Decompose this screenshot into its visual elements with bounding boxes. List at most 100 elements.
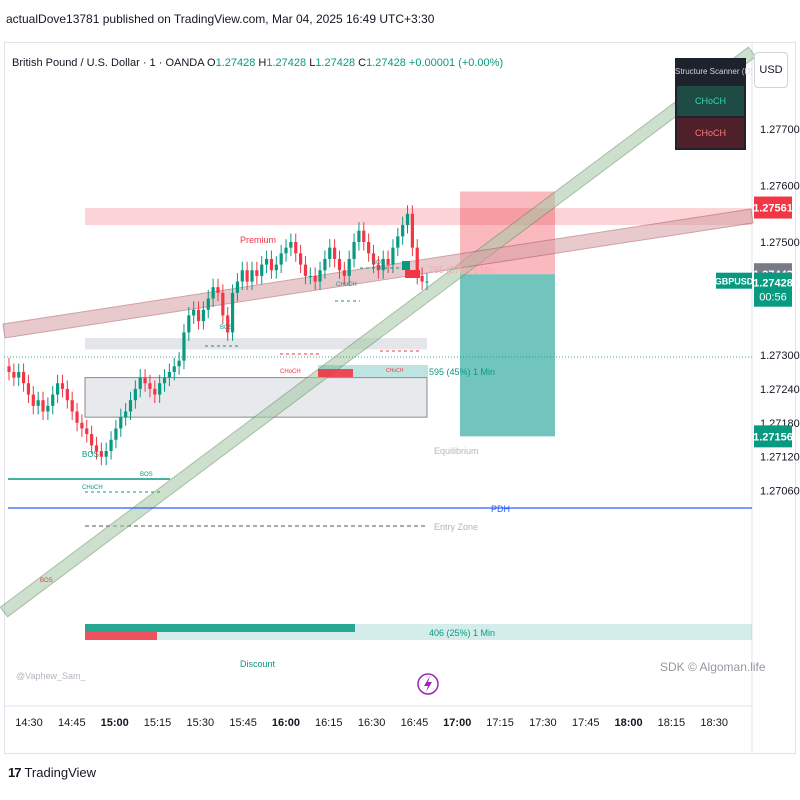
tradingview-logo-text: TradingView bbox=[24, 765, 97, 780]
scanner-cell-bear: CHoCH bbox=[677, 118, 744, 148]
x-tick-label: 17:00 bbox=[443, 717, 471, 729]
candle bbox=[425, 273, 429, 291]
candle bbox=[138, 369, 142, 398]
candle bbox=[221, 284, 225, 324]
candle-body bbox=[221, 292, 225, 316]
candle bbox=[85, 419, 89, 443]
bos-label-2: BOS bbox=[140, 472, 153, 478]
candle-body bbox=[264, 258, 269, 265]
candle bbox=[99, 442, 103, 466]
candle bbox=[381, 250, 385, 279]
symbol-badge-label: GBPUSD bbox=[715, 277, 754, 287]
bos-label-4: BOS bbox=[220, 325, 233, 331]
candle-body bbox=[391, 247, 395, 265]
candle-body bbox=[133, 388, 137, 401]
choch-label-1: CHoCH bbox=[82, 485, 103, 491]
candle-body bbox=[318, 270, 322, 282]
y-tick-label: 1.27300 bbox=[760, 350, 800, 362]
currency-button[interactable]: USD bbox=[754, 52, 788, 88]
x-tick-label: 16:30 bbox=[358, 717, 386, 729]
low-value: 1.27428 bbox=[315, 57, 356, 69]
x-tick-label: 15:15 bbox=[144, 717, 172, 729]
candle-body bbox=[216, 287, 220, 293]
candle-body bbox=[172, 366, 176, 372]
candle-body bbox=[425, 281, 429, 283]
candle bbox=[294, 233, 298, 262]
tradingview-logo[interactable]: 17 TradingView bbox=[8, 765, 96, 780]
candle-body bbox=[70, 400, 74, 412]
candle bbox=[313, 267, 317, 291]
candle bbox=[274, 256, 278, 279]
ob-red-upper bbox=[318, 369, 353, 377]
x-tick-label: 14:30 bbox=[15, 717, 43, 729]
price-badge-label: 1.27561 bbox=[753, 203, 793, 215]
candle bbox=[206, 290, 210, 319]
candle-body bbox=[143, 377, 147, 384]
candle bbox=[153, 380, 157, 404]
low-label: L bbox=[309, 57, 316, 69]
x-tick-label: 16:45 bbox=[401, 717, 429, 729]
price-badge-label: 1.27428 bbox=[753, 278, 793, 290]
candle-body bbox=[386, 258, 390, 265]
candle bbox=[51, 386, 55, 415]
candle-body bbox=[153, 388, 157, 395]
candle bbox=[46, 397, 50, 420]
candle-body bbox=[177, 360, 181, 367]
candle-body bbox=[313, 275, 317, 282]
candle-body bbox=[206, 298, 210, 310]
price-badge-current bbox=[754, 272, 792, 307]
candle-body bbox=[192, 309, 196, 316]
candle bbox=[7, 357, 11, 381]
candle bbox=[337, 250, 342, 279]
candle-body bbox=[415, 247, 419, 276]
candle bbox=[172, 357, 176, 381]
candle bbox=[289, 233, 293, 257]
price-badge bbox=[754, 196, 792, 219]
x-tick-label: 15:00 bbox=[101, 717, 129, 729]
candle bbox=[65, 380, 69, 409]
close-value: 1.27428 bbox=[366, 57, 406, 69]
candle-body bbox=[211, 287, 215, 299]
candle bbox=[114, 419, 118, 449]
footer bbox=[0, 756, 800, 800]
candle bbox=[26, 374, 31, 404]
candle-body bbox=[381, 258, 385, 271]
candle-body bbox=[12, 371, 16, 378]
candle bbox=[235, 273, 240, 302]
candle-body bbox=[17, 371, 21, 378]
equilibrium-zone bbox=[85, 338, 427, 350]
scanner-cell-bull: CHoCH bbox=[677, 86, 744, 116]
y-tick-label: 1.27500 bbox=[760, 237, 800, 249]
x-tick-label: 14:45 bbox=[58, 717, 86, 729]
candle-body bbox=[36, 400, 40, 406]
candle bbox=[328, 239, 332, 268]
candle-body bbox=[367, 242, 371, 254]
candle bbox=[264, 250, 269, 274]
candle-body bbox=[299, 253, 303, 265]
candle bbox=[36, 391, 40, 415]
candle bbox=[182, 323, 186, 370]
x-tick-label: 16:00 bbox=[272, 717, 300, 729]
x-tick-label: 17:15 bbox=[486, 717, 514, 729]
candle bbox=[362, 222, 366, 251]
candle-body bbox=[167, 371, 171, 378]
candle-body bbox=[41, 400, 45, 412]
x-tick-label: 17:30 bbox=[529, 717, 557, 729]
bos-label-5: BOS bbox=[372, 260, 385, 266]
choch-label-3: CHoCH bbox=[336, 282, 357, 288]
y-tick-label: 1.27700 bbox=[760, 124, 800, 136]
candle bbox=[269, 250, 274, 279]
choch-label-4: CHoCH bbox=[386, 368, 404, 374]
candle bbox=[70, 391, 74, 420]
candle bbox=[104, 442, 108, 466]
candle-body bbox=[196, 309, 201, 322]
candle bbox=[396, 227, 400, 257]
candle-body bbox=[337, 258, 342, 271]
candle bbox=[240, 261, 244, 291]
candle bbox=[201, 301, 205, 330]
candle-body bbox=[279, 253, 283, 265]
price-badge bbox=[754, 425, 792, 448]
symbol-name[interactable]: British Pound / U.S. Dollar · 1 · OANDA bbox=[12, 57, 204, 69]
candle bbox=[162, 369, 167, 392]
